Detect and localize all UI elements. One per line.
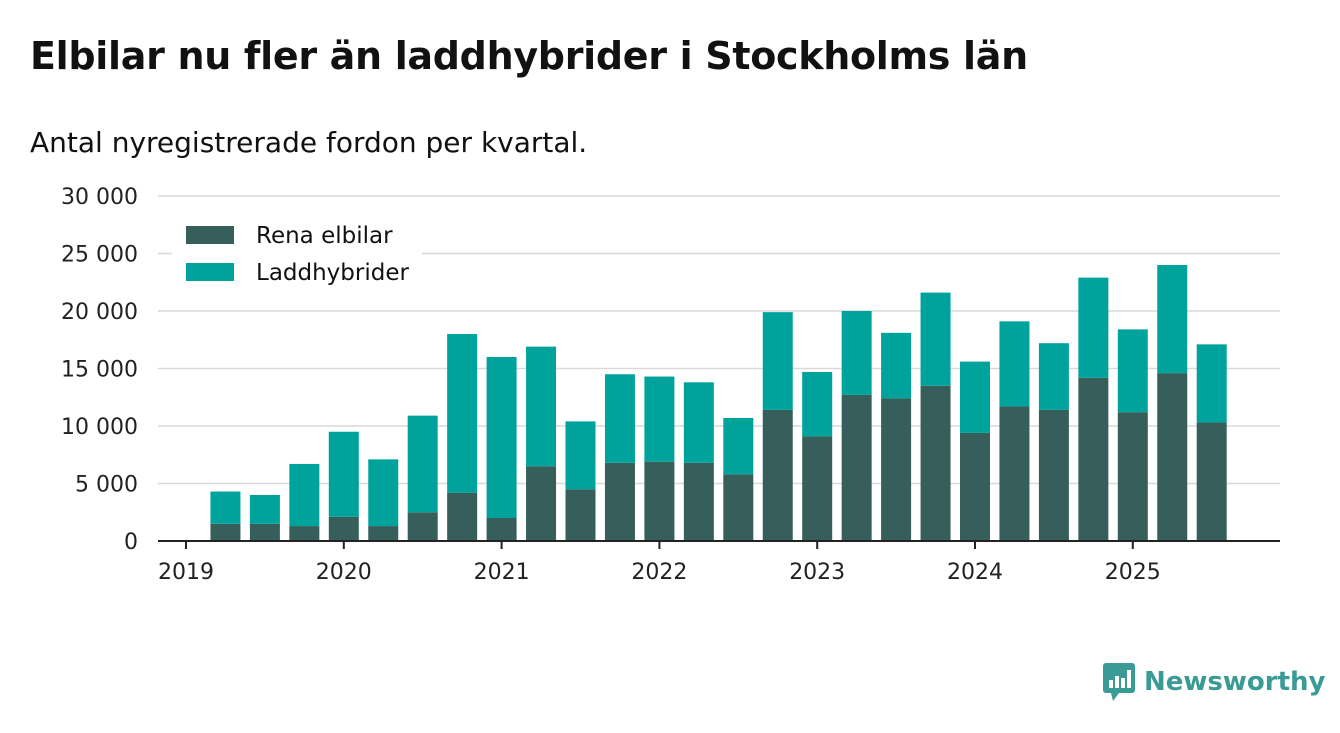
chart-subtitle: Antal nyregistrerade fordon per kvartal. <box>30 126 588 159</box>
bar-laddhybrider <box>1117 329 1148 413</box>
bar-rena-elbilar <box>565 489 596 541</box>
bar-laddhybrider <box>486 357 517 518</box>
x-tick-label: 2020 <box>316 560 372 585</box>
bar-laddhybrider <box>644 376 675 462</box>
bar-laddhybrider <box>210 491 241 524</box>
y-tick-label: 25 000 <box>61 243 138 268</box>
bar-rena-elbilar <box>1038 409 1069 541</box>
legend-swatch <box>186 263 234 281</box>
bar-laddhybrider <box>999 321 1030 407</box>
bar-laddhybrider <box>526 346 557 467</box>
bar-laddhybrider <box>328 431 359 517</box>
bar-laddhybrider <box>1196 344 1227 423</box>
bar-rena-elbilar <box>644 461 675 541</box>
bar-rena-elbilar <box>762 409 793 541</box>
y-tick-label: 10 000 <box>61 415 138 440</box>
y-tick-label: 20 000 <box>61 300 138 325</box>
bar-rena-elbilar <box>447 492 478 541</box>
bar-rena-elbilar <box>289 526 320 541</box>
y-tick-label: 0 <box>124 530 138 555</box>
bar-rena-elbilar <box>1196 422 1227 541</box>
bar-rena-elbilar <box>841 394 872 541</box>
bar-laddhybrider <box>249 495 280 524</box>
bar-laddhybrider <box>604 374 635 463</box>
chart-title: Elbilar nu fler än laddhybrider i Stockh… <box>30 34 1028 78</box>
y-tick-label: 30 000 <box>61 185 138 210</box>
bar-rena-elbilar <box>723 474 754 541</box>
bar-rena-elbilar <box>1117 412 1148 541</box>
bar-laddhybrider <box>1078 277 1109 378</box>
newsworthy-logo-icon <box>1103 663 1135 701</box>
y-tick-label: 15 000 <box>61 358 138 383</box>
bar-rena-elbilar <box>960 432 990 541</box>
bar-rena-elbilar <box>683 462 714 541</box>
bar-rena-elbilar <box>920 385 951 541</box>
bar-laddhybrider <box>960 361 990 433</box>
brand-name: Newsworthy <box>1144 667 1326 697</box>
bar-rena-elbilar <box>999 406 1030 541</box>
bar-laddhybrider <box>407 415 438 513</box>
x-tick-label: 2025 <box>1105 560 1161 585</box>
bar-rena-elbilar <box>1078 377 1109 541</box>
x-tick-label: 2022 <box>631 560 687 585</box>
bar-rena-elbilar <box>249 523 280 541</box>
bar-laddhybrider <box>802 371 833 437</box>
bar-laddhybrider <box>683 382 714 463</box>
bar-rena-elbilar <box>881 398 912 541</box>
brand: Newsworthy <box>1102 662 1325 702</box>
bar-rena-elbilar <box>328 516 359 541</box>
bar-laddhybrider <box>447 334 478 493</box>
bar-laddhybrider <box>881 332 912 399</box>
x-tick-label: 2021 <box>474 560 530 585</box>
bar-laddhybrider <box>368 459 399 527</box>
bar-rena-elbilar <box>368 526 399 541</box>
legend-swatch <box>186 226 234 244</box>
x-tick-label: 2024 <box>947 560 1003 585</box>
x-tick-label: 2023 <box>789 560 845 585</box>
bar-rena-elbilar <box>526 466 557 541</box>
x-tick-label: 2019 <box>158 560 214 585</box>
bar-laddhybrider <box>289 463 320 527</box>
bar-laddhybrider <box>1157 265 1188 374</box>
bar-laddhybrider <box>920 292 951 386</box>
bar-rena-elbilar <box>604 462 635 541</box>
bar-rena-elbilar <box>802 436 833 541</box>
bar-laddhybrider <box>565 421 596 490</box>
legend-label: Rena elbilar <box>256 223 393 249</box>
bar-rena-elbilar <box>210 523 241 541</box>
y-tick-label: 5 000 <box>75 473 138 498</box>
bar-rena-elbilar <box>407 512 438 541</box>
bar-laddhybrider <box>1038 343 1069 410</box>
bar-rena-elbilar <box>1157 373 1188 541</box>
bar-laddhybrider <box>841 311 872 395</box>
bar-laddhybrider <box>762 312 793 410</box>
bar-laddhybrider <box>723 417 754 475</box>
legend-label: Laddhybrider <box>256 260 409 286</box>
bar-rena-elbilar <box>486 518 517 541</box>
